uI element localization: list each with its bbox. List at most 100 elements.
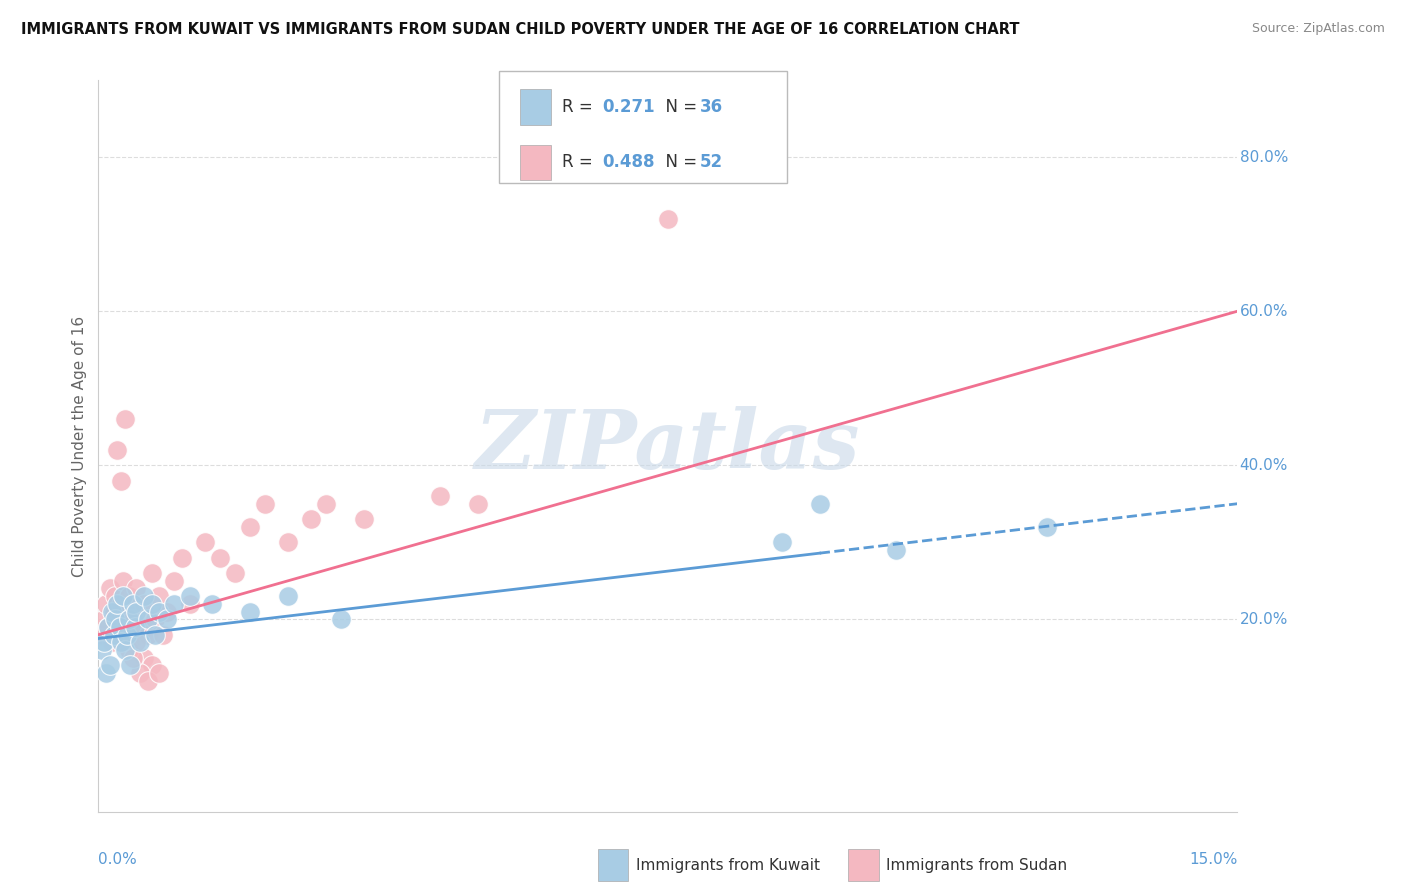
Point	[1036, 520, 1059, 534]
Point	[179, 597, 201, 611]
Point	[108, 612, 131, 626]
Point	[148, 589, 170, 603]
Point	[112, 574, 135, 588]
Text: N =: N =	[655, 98, 703, 116]
Text: Immigrants from Sudan: Immigrants from Sudan	[886, 858, 1067, 872]
Point	[125, 635, 148, 649]
Text: R =: R =	[562, 153, 599, 171]
Point	[808, 497, 831, 511]
Point	[353, 512, 375, 526]
Point	[110, 635, 132, 649]
Point	[107, 597, 129, 611]
Point	[118, 643, 141, 657]
Point	[239, 520, 262, 534]
Point	[98, 582, 121, 596]
Point	[124, 620, 146, 634]
Point	[110, 474, 132, 488]
Point	[94, 666, 117, 681]
Text: 80.0%: 80.0%	[1240, 150, 1288, 165]
Text: 0.0%: 0.0%	[98, 852, 138, 867]
Point	[239, 605, 262, 619]
Point	[136, 612, 159, 626]
Text: 0.271: 0.271	[602, 98, 654, 116]
Point	[120, 658, 142, 673]
Point	[224, 566, 246, 580]
Point	[132, 597, 155, 611]
Text: 40.0%: 40.0%	[1240, 458, 1288, 473]
Point	[91, 643, 114, 657]
Point	[141, 566, 163, 580]
Point	[163, 597, 186, 611]
Point	[117, 627, 139, 641]
Point	[118, 589, 141, 603]
Point	[98, 658, 121, 673]
Point	[429, 489, 451, 503]
Point	[114, 643, 136, 657]
Point	[101, 605, 124, 619]
Point	[118, 612, 141, 626]
Text: 52: 52	[700, 153, 723, 171]
Text: Source: ZipAtlas.com: Source: ZipAtlas.com	[1251, 22, 1385, 36]
Point	[101, 635, 124, 649]
Point	[94, 597, 117, 611]
Point	[125, 582, 148, 596]
Point	[156, 612, 179, 626]
Text: N =: N =	[655, 153, 703, 171]
Point	[148, 666, 170, 681]
Point	[170, 550, 193, 565]
Text: 60.0%: 60.0%	[1240, 304, 1288, 318]
Point	[120, 635, 142, 649]
Point	[179, 589, 201, 603]
Point	[145, 627, 167, 641]
Point	[254, 497, 277, 511]
Point	[201, 597, 224, 611]
Point	[129, 635, 152, 649]
Point	[129, 620, 152, 634]
Point	[467, 497, 489, 511]
Point	[770, 535, 793, 549]
Point	[104, 612, 127, 626]
Point	[125, 605, 148, 619]
Point	[114, 412, 136, 426]
Point	[114, 620, 136, 634]
Point	[152, 627, 174, 641]
Point	[277, 535, 299, 549]
Point	[132, 589, 155, 603]
Text: Immigrants from Kuwait: Immigrants from Kuwait	[636, 858, 820, 872]
Text: 0.488: 0.488	[602, 153, 654, 171]
Point	[277, 589, 299, 603]
Text: 36: 36	[700, 98, 723, 116]
Point	[129, 666, 152, 681]
Point	[163, 574, 186, 588]
Point	[132, 650, 155, 665]
Point	[107, 442, 129, 457]
Point	[141, 658, 163, 673]
Point	[121, 650, 143, 665]
Text: ZIPatlas: ZIPatlas	[475, 406, 860, 486]
Point	[93, 635, 115, 649]
Point	[657, 211, 679, 226]
Point	[108, 620, 131, 634]
Point	[104, 589, 127, 603]
Point	[194, 535, 217, 549]
Point	[148, 605, 170, 619]
Text: IMMIGRANTS FROM KUWAIT VS IMMIGRANTS FROM SUDAN CHILD POVERTY UNDER THE AGE OF 1: IMMIGRANTS FROM KUWAIT VS IMMIGRANTS FRO…	[21, 22, 1019, 37]
Text: R =: R =	[562, 98, 599, 116]
Point	[208, 550, 231, 565]
Point	[96, 620, 118, 634]
Point	[121, 597, 143, 611]
Point	[156, 605, 179, 619]
Text: 15.0%: 15.0%	[1189, 852, 1237, 867]
Point	[103, 605, 125, 619]
Point	[884, 543, 907, 558]
Point	[91, 627, 114, 641]
Point	[117, 605, 139, 619]
Point	[141, 597, 163, 611]
Point	[96, 620, 118, 634]
Text: 20.0%: 20.0%	[1240, 612, 1288, 627]
Point	[136, 673, 159, 688]
Point	[136, 627, 159, 641]
Point	[110, 597, 132, 611]
Point	[299, 512, 322, 526]
Point	[112, 589, 135, 603]
